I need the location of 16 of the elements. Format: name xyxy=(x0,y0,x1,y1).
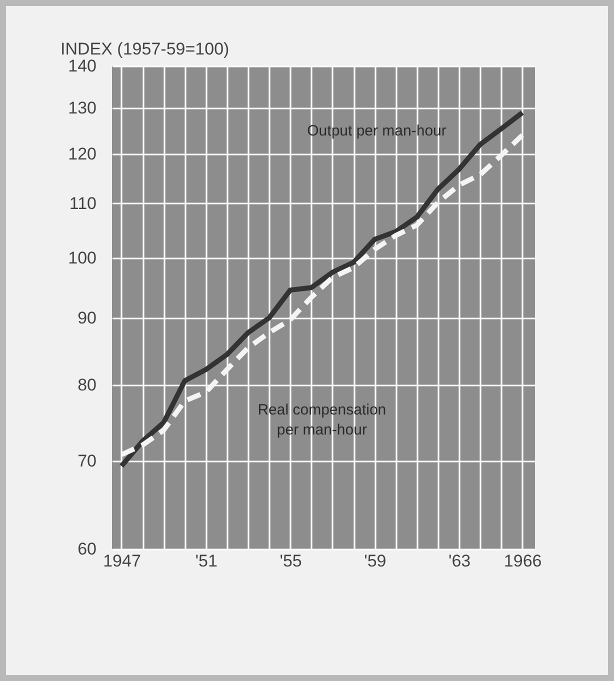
x-tick-label: 1966 xyxy=(504,552,542,570)
y-tick-label: 120 xyxy=(68,144,96,164)
y-tick-label: 60 xyxy=(78,540,96,558)
y-tick-label: 110 xyxy=(69,194,96,213)
y-tick-label: 70 xyxy=(78,452,96,471)
x-tick-label: '51 xyxy=(195,552,218,570)
y-tick-label: 130 xyxy=(68,98,96,118)
x-tick-label: '63 xyxy=(448,552,471,570)
x-tick-label: '55 xyxy=(280,552,302,570)
y-tick-label: 90 xyxy=(78,308,96,328)
y-tick-label: 80 xyxy=(78,376,96,395)
y-tick-label: 140 xyxy=(68,56,96,76)
x-tick-label: '59 xyxy=(364,552,386,570)
y-axis-title: INDEX (1957-59=100) xyxy=(60,40,230,58)
x-tick-label: 1947 xyxy=(103,552,141,570)
y-tick-label: 100 xyxy=(68,248,96,268)
